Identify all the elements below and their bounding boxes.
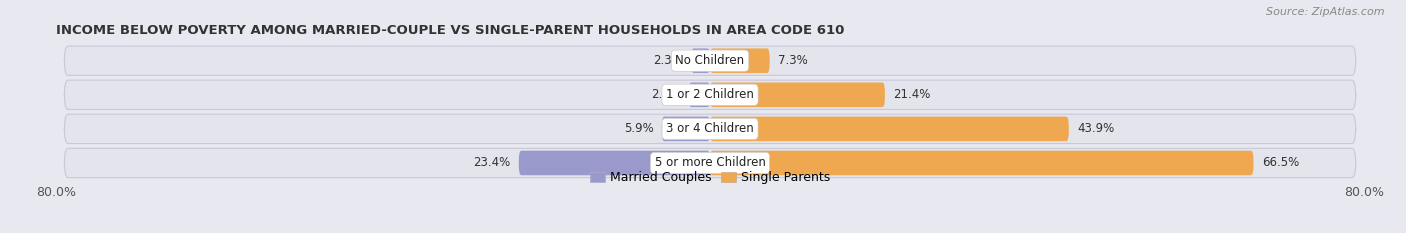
FancyBboxPatch shape <box>710 151 1254 175</box>
Text: 7.3%: 7.3% <box>778 54 807 67</box>
Text: Source: ZipAtlas.com: Source: ZipAtlas.com <box>1267 7 1385 17</box>
FancyBboxPatch shape <box>710 48 769 73</box>
FancyBboxPatch shape <box>710 116 1069 141</box>
FancyBboxPatch shape <box>65 114 1355 144</box>
Legend: Married Couples, Single Parents: Married Couples, Single Parents <box>588 169 832 187</box>
Text: No Children: No Children <box>675 54 745 67</box>
FancyBboxPatch shape <box>710 82 884 107</box>
Text: 3 or 4 Children: 3 or 4 Children <box>666 122 754 135</box>
FancyBboxPatch shape <box>519 151 710 175</box>
FancyBboxPatch shape <box>65 80 1355 110</box>
FancyBboxPatch shape <box>692 48 710 73</box>
FancyBboxPatch shape <box>689 82 710 107</box>
Text: INCOME BELOW POVERTY AMONG MARRIED-COUPLE VS SINGLE-PARENT HOUSEHOLDS IN AREA CO: INCOME BELOW POVERTY AMONG MARRIED-COUPL… <box>56 24 845 37</box>
FancyBboxPatch shape <box>662 116 710 141</box>
Text: 2.3%: 2.3% <box>654 54 683 67</box>
Text: 5.9%: 5.9% <box>624 122 654 135</box>
FancyBboxPatch shape <box>65 46 1355 75</box>
Text: 43.9%: 43.9% <box>1077 122 1114 135</box>
Text: 66.5%: 66.5% <box>1261 157 1299 169</box>
FancyBboxPatch shape <box>65 148 1355 178</box>
Text: 5 or more Children: 5 or more Children <box>655 157 765 169</box>
Text: 23.4%: 23.4% <box>474 157 510 169</box>
Text: 21.4%: 21.4% <box>893 88 931 101</box>
Text: 1 or 2 Children: 1 or 2 Children <box>666 88 754 101</box>
Text: 2.6%: 2.6% <box>651 88 681 101</box>
